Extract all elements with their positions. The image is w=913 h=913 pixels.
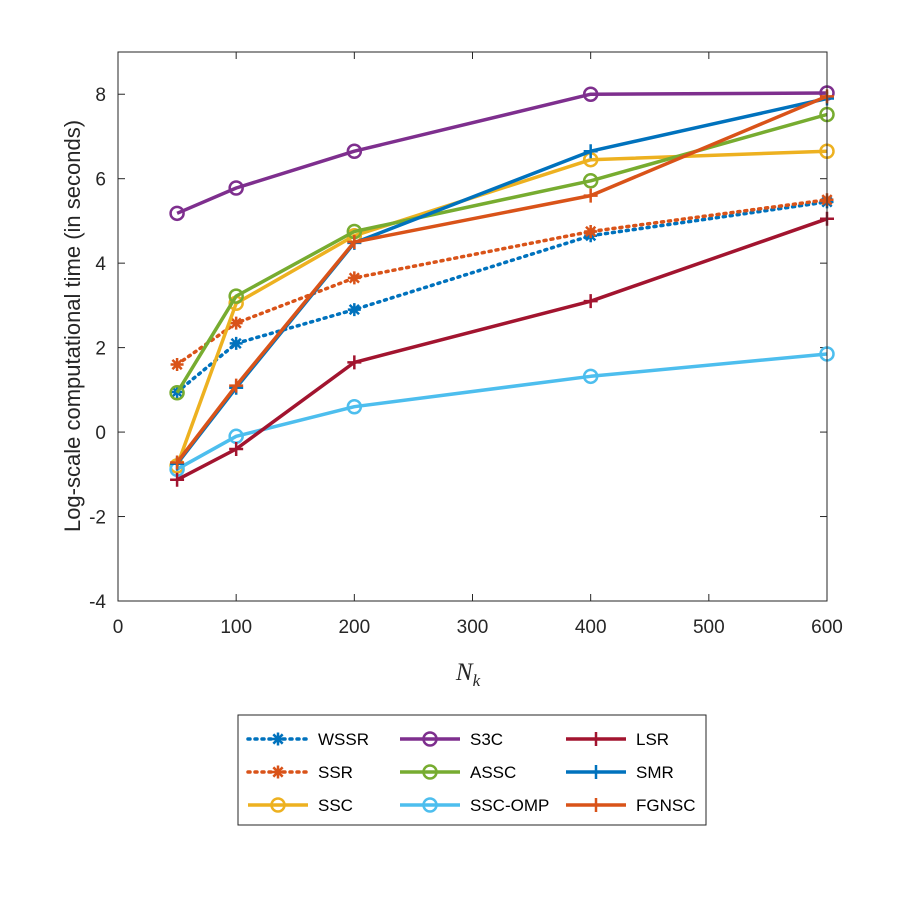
legend-label: SSR	[318, 763, 353, 782]
legend-item-smr: SMR	[566, 763, 674, 782]
legend-label: S3C	[470, 730, 503, 749]
legend-marker-s3c	[422, 731, 438, 747]
data-point-assc	[169, 385, 185, 401]
y-tick-label: -4	[89, 592, 106, 613]
legend: WSSR SSR SSC S3C ASSC SSC-OMP LSR SMR FGNSC	[237, 714, 707, 826]
data-point-ssr	[170, 358, 184, 372]
data-point-s3c	[346, 143, 363, 159]
tick-labels: 0 100 200 300 400 500 600 -4 -2 0 2 4 6 8	[89, 85, 843, 638]
y-tick-label: 8	[95, 85, 106, 106]
legend-label: SSC	[318, 796, 353, 815]
legend-item-lsr: LSR	[566, 730, 669, 749]
x-tick-label: 100	[220, 617, 252, 638]
x-tick-label: 300	[457, 617, 489, 638]
data-point-s3c	[582, 86, 599, 102]
data-point-ssr	[584, 224, 598, 238]
legend-marker-wssr	[271, 732, 285, 746]
data-point-fgnsc	[347, 235, 362, 250]
legend-label: SSC-OMP	[470, 796, 549, 815]
data-point-lsr	[170, 472, 185, 487]
data-point-fgnsc	[583, 188, 598, 203]
data-point-s3c	[169, 205, 185, 222]
legend-label: ASSC	[470, 763, 516, 782]
data-point-ssr	[229, 316, 243, 330]
legend-item-s3c: S3C	[400, 730, 503, 749]
x-axis-title-subscript: k	[473, 671, 481, 690]
legend-item-wssr: WSSR	[246, 730, 369, 749]
data-point-fgnsc	[170, 455, 185, 470]
series-assc	[169, 106, 835, 401]
legend-box	[237, 714, 707, 826]
y-tick-label: 4	[95, 254, 106, 275]
legend-marker-ssc-omp	[422, 797, 438, 813]
legend-marker-smr	[589, 765, 603, 779]
legend-marker-ssr	[271, 765, 285, 779]
plot-area	[118, 52, 827, 601]
legend-item-ssr: SSR	[246, 763, 353, 782]
legend-item-fgnsc: FGNSC	[566, 796, 696, 815]
data-point-wssr	[229, 336, 243, 350]
data-point-wssr	[347, 303, 361, 317]
data-point-ssr	[347, 271, 361, 285]
data-point-assc	[228, 288, 244, 304]
data-point-assc	[582, 173, 599, 189]
y-tick-label: 2	[95, 339, 106, 360]
data-point-ssc-omp	[582, 368, 599, 385]
series-line-assc	[175, 112, 828, 394]
y-tick-label: -2	[89, 508, 106, 529]
x-axis-title: Nk	[455, 659, 481, 690]
y-tick-label: 6	[95, 170, 106, 191]
data-point-lsr	[347, 355, 362, 370]
x-tick-label: 600	[811, 617, 843, 638]
x-axis-title-main: N	[455, 659, 474, 686]
legend-label: SMR	[636, 763, 674, 782]
y-axis-title: Log-scale computational time (in seconds…	[60, 120, 85, 532]
data-point-ssc-omp	[346, 398, 363, 415]
x-tick-label: 500	[693, 617, 725, 638]
data-point-smr	[583, 144, 598, 159]
legend-marker-assc	[422, 764, 438, 780]
legend-item-ssc-omp: SSC-OMP	[400, 796, 549, 815]
data-point-fgnsc	[229, 378, 244, 393]
legend-marker-ssc	[270, 797, 286, 813]
series-line-ssc-omp	[176, 352, 828, 471]
data-point-lsr	[583, 294, 598, 309]
legend-label: WSSR	[318, 730, 369, 749]
legend-label: FGNSC	[636, 796, 696, 815]
x-tick-label: 200	[338, 617, 370, 638]
series-lines	[169, 85, 835, 487]
x-tick-label: 400	[575, 617, 607, 638]
plot-frame	[117, 51, 828, 602]
legend-entries: WSSR SSR SSC S3C ASSC SSC-OMP LSR SMR FGNSC	[246, 730, 696, 815]
legend-label: LSR	[636, 730, 669, 749]
legend-item-ssc: SSC	[248, 796, 353, 815]
data-point-s3c	[228, 180, 244, 196]
series-line-s3c	[176, 91, 828, 215]
legend-marker-lsr	[589, 732, 603, 746]
data-point-lsr	[229, 441, 244, 456]
y-tick-label: 0	[95, 423, 106, 444]
x-tick-label: 0	[113, 617, 124, 638]
legend-item-assc: ASSC	[400, 763, 516, 782]
legend-marker-fgnsc	[589, 798, 603, 812]
